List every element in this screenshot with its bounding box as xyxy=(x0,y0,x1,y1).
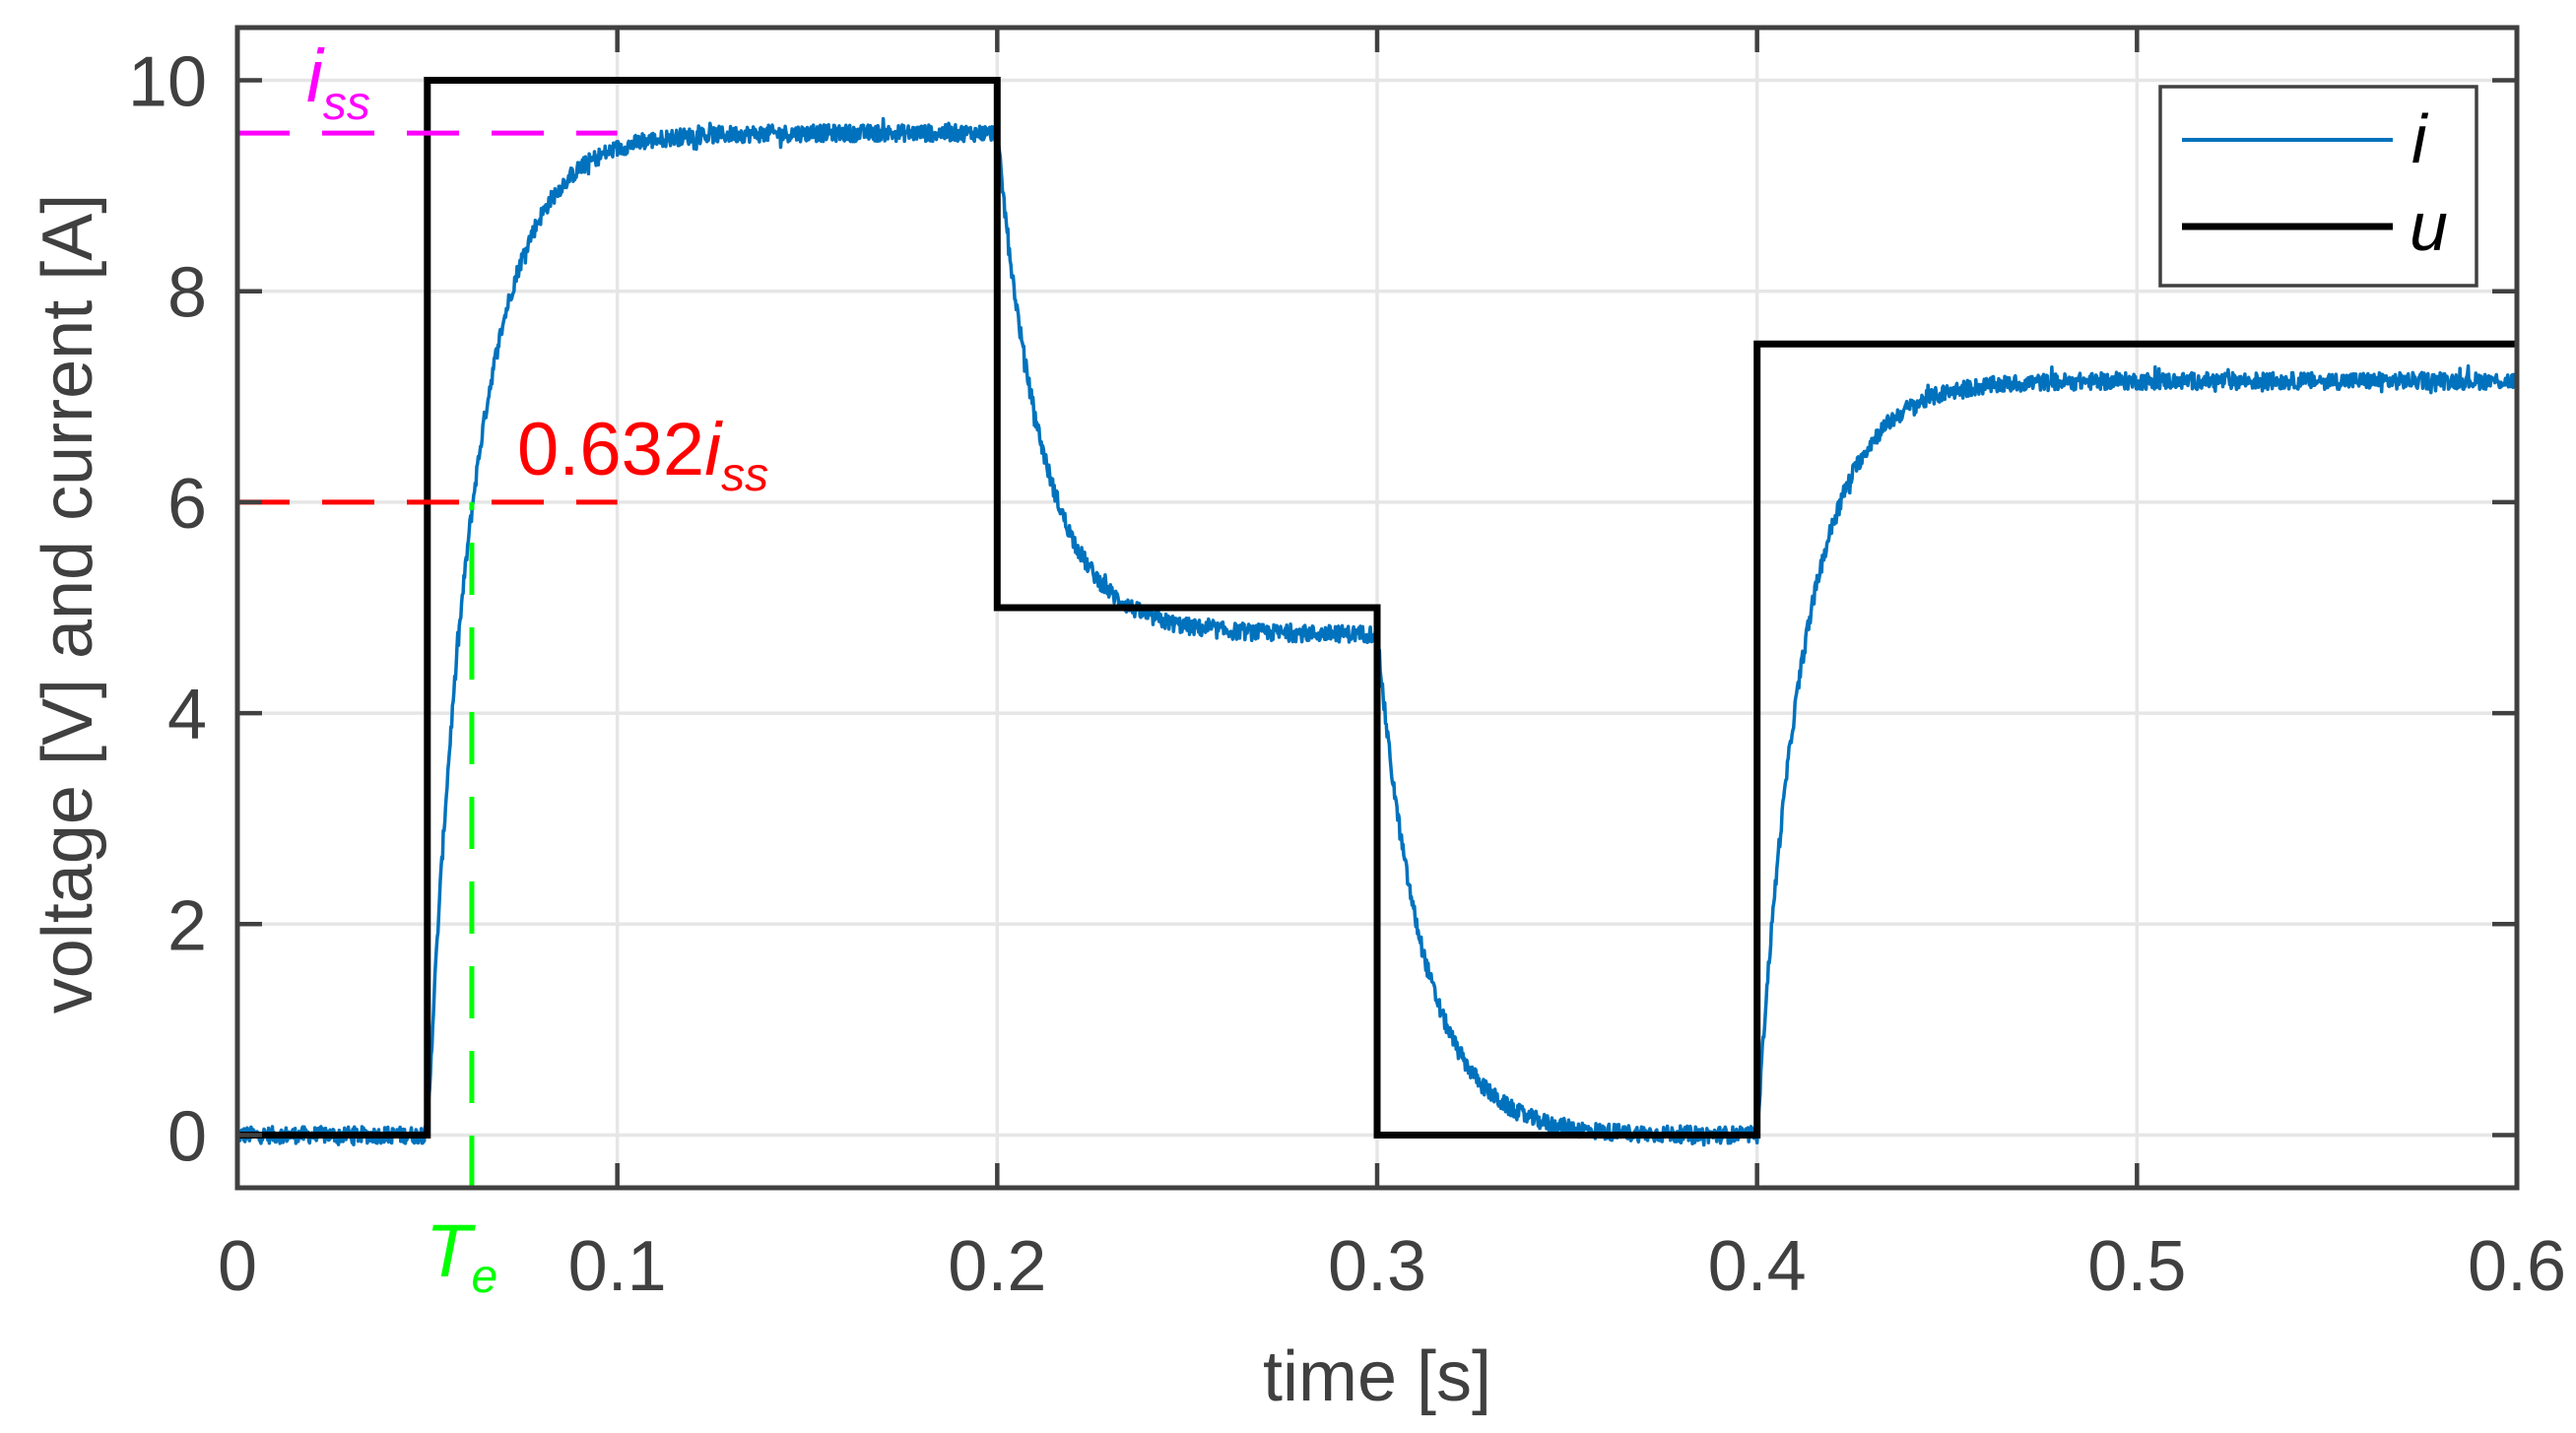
axis-ticks xyxy=(234,28,2520,1188)
te-main: T xyxy=(426,1209,476,1293)
y-axis-label: voltage [V] and current [A] xyxy=(29,194,107,1013)
x-tick-label: 0 xyxy=(218,1227,257,1306)
y-tick-label: 8 xyxy=(167,254,207,333)
iss-main: i xyxy=(306,34,325,118)
legend-current-label: i xyxy=(2411,100,2429,177)
legend[interactable]: i u xyxy=(2158,85,2478,288)
632-subscript: ss xyxy=(721,449,768,501)
x-tick-label: 0.1 xyxy=(568,1227,667,1306)
legend-item-current[interactable]: i xyxy=(2182,100,2429,177)
te-annotation: Te xyxy=(426,1209,497,1303)
x-tick-label: 0.5 xyxy=(2087,1227,2186,1306)
voltage-series-line xyxy=(237,77,2517,1139)
y-tick-label: 6 xyxy=(167,465,207,544)
annotation-lines xyxy=(237,130,618,1188)
te-subscript: e xyxy=(471,1251,497,1303)
632-main: 0.632i xyxy=(517,408,723,491)
x-tick-label: 0.6 xyxy=(2468,1227,2566,1306)
x-tick-labels: 0 0.1 0.2 0.3 0.4 0.5 0.6 xyxy=(218,1227,2566,1306)
x-axis-label: time [s] xyxy=(1263,1337,1491,1416)
x-tick-label: 0.3 xyxy=(1328,1227,1426,1306)
iss-subscript: ss xyxy=(323,78,370,130)
plot-area xyxy=(234,25,2520,1191)
x-tick-label: 0.4 xyxy=(1708,1227,1807,1306)
y-tick-label: 4 xyxy=(167,676,207,754)
632-i: i xyxy=(704,408,723,491)
x-tick-label: 0.2 xyxy=(948,1227,1046,1306)
632-number: 0.632 xyxy=(517,408,704,491)
data-layer xyxy=(236,77,2519,1147)
y-tick-label: 2 xyxy=(167,886,207,965)
iss-annotation: iss xyxy=(306,34,370,130)
y-tick-label: 10 xyxy=(128,43,207,122)
y-tick-label: 0 xyxy=(167,1097,207,1176)
legend-box xyxy=(2158,85,2478,288)
632-annotation: 0.632iss xyxy=(517,408,768,501)
legend-voltage-label: u xyxy=(2410,188,2448,265)
y-tick-labels: 0 2 4 6 8 10 xyxy=(128,43,207,1177)
legend-item-voltage[interactable]: u xyxy=(2182,188,2448,265)
